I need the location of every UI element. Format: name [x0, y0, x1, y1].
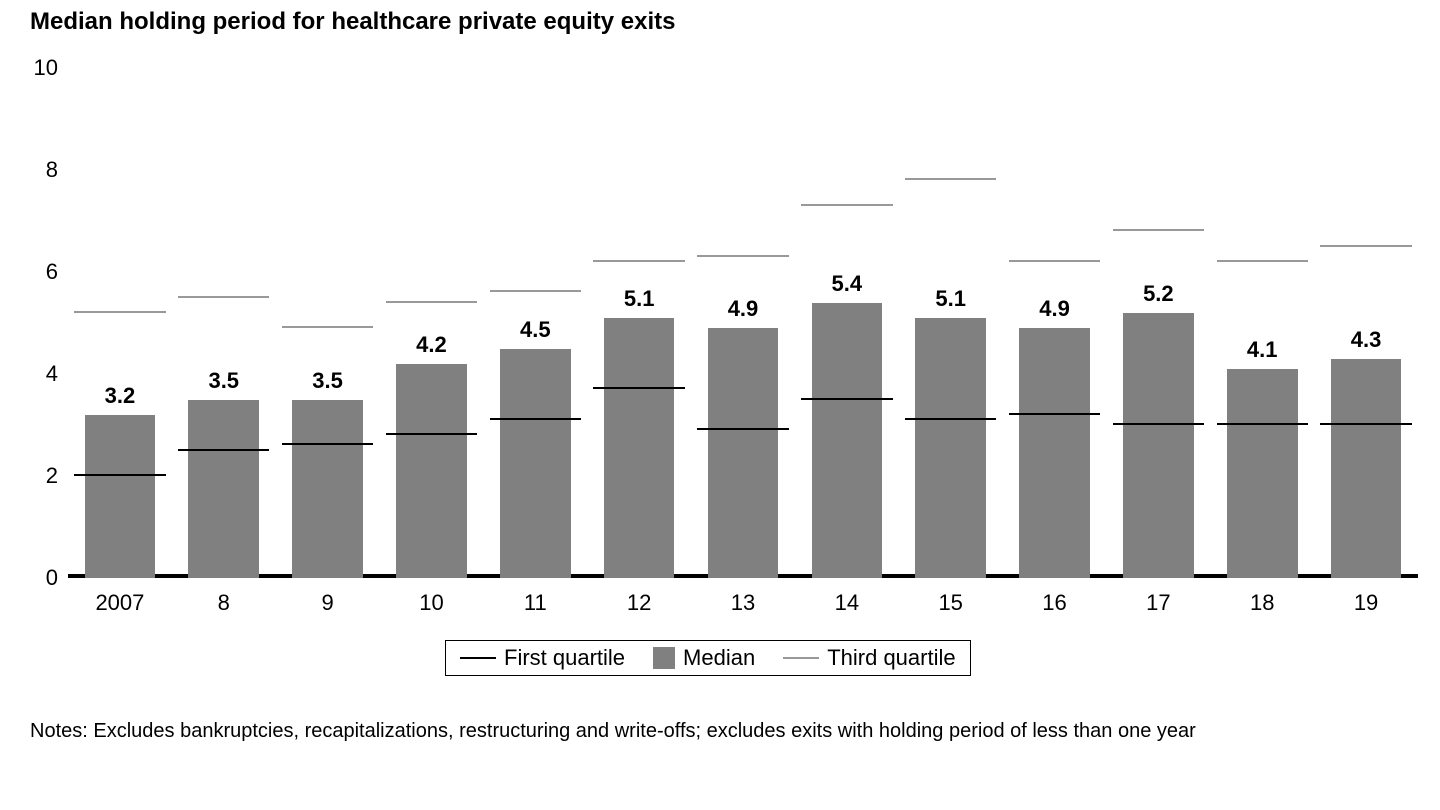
- median-bar: 3.2: [85, 415, 156, 578]
- first-quartile-line: [801, 398, 892, 400]
- y-tick-label: 8: [46, 157, 68, 183]
- x-tick-label: 11: [524, 578, 547, 616]
- first-quartile-line: [905, 418, 996, 420]
- median-value-label: 3.2: [85, 383, 156, 415]
- x-tick-label: 2007: [95, 578, 144, 616]
- median-bar: 4.3: [1331, 359, 1402, 578]
- legend-box-swatch: [653, 647, 675, 669]
- legend-line-swatch: [460, 657, 496, 659]
- first-quartile-line: [178, 449, 269, 451]
- legend: First quartile Median Third quartile: [445, 640, 971, 676]
- x-tick-label: 10: [419, 578, 443, 616]
- x-tick-label: 15: [938, 578, 962, 616]
- first-quartile-line: [490, 418, 581, 420]
- median-bar: 4.9: [708, 328, 779, 578]
- median-value-label: 4.2: [396, 332, 467, 364]
- x-tick-label: 9: [321, 578, 333, 616]
- median-value-label: 4.5: [500, 317, 571, 349]
- third-quartile-line: [905, 178, 996, 180]
- third-quartile-line: [1113, 229, 1204, 231]
- x-tick-label: 17: [1146, 578, 1170, 616]
- chart-notes: Notes: Excludes bankruptcies, recapitali…: [30, 720, 1196, 743]
- median-value-label: 5.1: [915, 286, 986, 318]
- x-tick-label: 19: [1354, 578, 1378, 616]
- first-quartile-line: [282, 443, 373, 445]
- x-tick-label: 18: [1250, 578, 1274, 616]
- median-bar: 4.1: [1227, 369, 1298, 578]
- median-bar: 5.2: [1123, 313, 1194, 578]
- x-tick-label: 14: [835, 578, 859, 616]
- median-bar: 3.5: [292, 400, 363, 579]
- median-value-label: 5.1: [604, 286, 675, 318]
- third-quartile-line: [1320, 245, 1411, 247]
- y-tick-label: 4: [46, 361, 68, 387]
- legend-label: Third quartile: [827, 645, 955, 671]
- median-value-label: 4.9: [1019, 296, 1090, 328]
- first-quartile-line: [697, 428, 788, 430]
- median-value-label: 4.9: [708, 296, 779, 328]
- legend-label: First quartile: [504, 645, 625, 671]
- median-bar: 4.2: [396, 364, 467, 578]
- third-quartile-line: [74, 311, 165, 313]
- y-tick-label: 0: [46, 565, 68, 591]
- third-quartile-line: [593, 260, 684, 262]
- first-quartile-line: [593, 387, 684, 389]
- median-value-label: 4.1: [1227, 337, 1298, 369]
- plot-area: 024681020073.283.593.5104.2114.5125.1134…: [68, 68, 1418, 578]
- median-value-label: 4.3: [1331, 327, 1402, 359]
- legend-item: First quartile: [460, 645, 625, 671]
- median-bar: 3.5: [188, 400, 259, 579]
- third-quartile-line: [697, 255, 788, 257]
- third-quartile-line: [490, 290, 581, 292]
- median-bar: 4.9: [1019, 328, 1090, 578]
- legend-item: Median: [653, 645, 755, 671]
- y-tick-label: 2: [46, 463, 68, 489]
- y-tick-label: 6: [46, 259, 68, 285]
- legend-item: Third quartile: [783, 645, 955, 671]
- x-tick-label: 16: [1042, 578, 1066, 616]
- third-quartile-line: [801, 204, 892, 206]
- median-bar: 5.4: [812, 303, 883, 578]
- median-value-label: 5.2: [1123, 281, 1194, 313]
- x-tick-label: 13: [731, 578, 755, 616]
- first-quartile-line: [1217, 423, 1308, 425]
- chart-title: Median holding period for healthcare pri…: [30, 8, 675, 36]
- median-value-label: 5.4: [812, 271, 883, 303]
- third-quartile-line: [282, 326, 373, 328]
- legend-line-swatch: [783, 657, 819, 659]
- third-quartile-line: [1217, 260, 1308, 262]
- median-bar: 5.1: [915, 318, 986, 578]
- first-quartile-line: [74, 474, 165, 476]
- median-bar: 5.1: [604, 318, 675, 578]
- first-quartile-line: [1009, 413, 1100, 415]
- third-quartile-line: [1009, 260, 1100, 262]
- first-quartile-line: [1113, 423, 1204, 425]
- y-tick-label: 10: [34, 55, 68, 81]
- legend-label: Median: [683, 645, 755, 671]
- third-quartile-line: [386, 301, 477, 303]
- first-quartile-line: [386, 433, 477, 435]
- median-value-label: 3.5: [188, 368, 259, 400]
- first-quartile-line: [1320, 423, 1411, 425]
- third-quartile-line: [178, 296, 269, 298]
- median-bar: 4.5: [500, 349, 571, 579]
- median-value-label: 3.5: [292, 368, 363, 400]
- x-tick-label: 8: [218, 578, 230, 616]
- x-tick-label: 12: [627, 578, 651, 616]
